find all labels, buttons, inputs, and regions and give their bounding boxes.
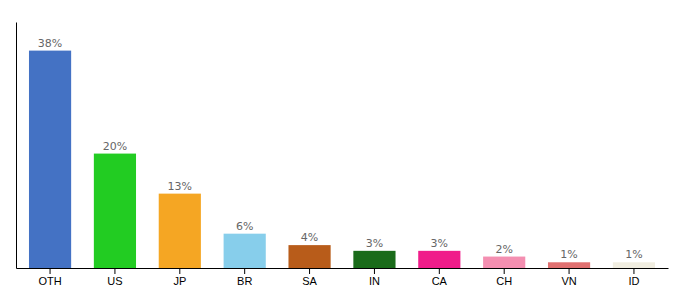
x-tick-mark bbox=[633, 268, 634, 274]
x-tick: ID bbox=[628, 268, 639, 287]
x-tick-label: IN bbox=[369, 275, 380, 287]
bar bbox=[94, 154, 136, 268]
x-tick: BR bbox=[237, 268, 252, 287]
bar bbox=[418, 251, 460, 268]
x-tick: JP bbox=[173, 268, 186, 287]
x-tick: CA bbox=[432, 268, 448, 287]
bar bbox=[483, 257, 525, 268]
x-tick-mark bbox=[50, 268, 51, 274]
bar bbox=[29, 51, 71, 268]
data-label: 1% bbox=[560, 248, 577, 261]
plot-area: 38% 20% 13% 6% 4% 3% 3% 2% 1% 1% OTH US JP BR SA IN CA CH… bbox=[17, 23, 669, 287]
x-tick-label: BR bbox=[237, 275, 252, 287]
x-tick-label: CA bbox=[432, 275, 448, 287]
x-tick: SA bbox=[302, 268, 317, 287]
y-axis bbox=[16, 23, 17, 269]
x-tick-label: VN bbox=[561, 275, 576, 287]
x-tick-label: OTH bbox=[38, 275, 61, 287]
x-tick-mark bbox=[374, 268, 375, 274]
x-tick-label: US bbox=[107, 275, 122, 287]
data-label: 38% bbox=[38, 37, 62, 50]
bar bbox=[613, 262, 655, 268]
bars bbox=[29, 51, 655, 268]
chart-container: 38% 20% 13% 6% 4% 3% 3% 2% 1% 1% OTH US JP BR SA IN CA CH… bbox=[0, 0, 680, 300]
data-label: 6% bbox=[236, 220, 253, 233]
x-tick-label: SA bbox=[302, 275, 317, 287]
data-label: 13% bbox=[168, 180, 192, 193]
x-tick: CH bbox=[496, 268, 512, 287]
x-tick-mark bbox=[439, 268, 440, 274]
x-tick: US bbox=[107, 268, 122, 287]
x-tick-label: ID bbox=[628, 275, 639, 287]
chart-svg: 38% 20% 13% 6% 4% 3% 3% 2% 1% 1% OTH US JP BR SA IN CA CH… bbox=[0, 0, 680, 300]
bar bbox=[224, 234, 266, 268]
x-tick-label: JP bbox=[173, 275, 186, 287]
x-tick-mark bbox=[569, 268, 570, 274]
y-axis-line bbox=[16, 23, 17, 269]
data-labels: 38% 20% 13% 6% 4% 3% 3% 2% 1% 1% bbox=[38, 37, 643, 262]
data-label: 4% bbox=[301, 231, 318, 244]
data-label: 3% bbox=[366, 237, 383, 250]
bar bbox=[159, 194, 201, 268]
x-tick: IN bbox=[369, 268, 380, 287]
data-label: 1% bbox=[625, 248, 642, 261]
x-tick-mark bbox=[114, 268, 115, 274]
bar bbox=[288, 245, 330, 268]
x-tick-mark bbox=[179, 268, 180, 274]
x-tick: VN bbox=[561, 268, 576, 287]
x-tick-mark bbox=[504, 268, 505, 274]
x-tick: OTH bbox=[38, 268, 61, 287]
bar bbox=[353, 251, 395, 268]
x-tick-mark bbox=[244, 268, 245, 274]
x-axis-line bbox=[17, 268, 669, 269]
x-axis: OTH US JP BR SA IN CA CH VN ID bbox=[17, 268, 669, 287]
data-label: 20% bbox=[103, 140, 127, 153]
x-tick-mark bbox=[309, 268, 310, 274]
x-tick-label: CH bbox=[496, 275, 512, 287]
bar bbox=[548, 262, 590, 268]
data-label: 3% bbox=[431, 237, 448, 250]
data-label: 2% bbox=[495, 243, 512, 256]
